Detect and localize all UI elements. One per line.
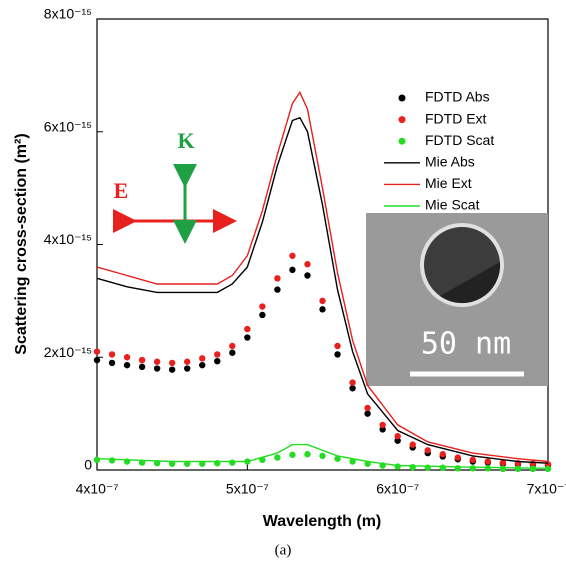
- point: [289, 452, 295, 458]
- point: [259, 312, 265, 318]
- point: [124, 362, 130, 368]
- scale-label: 50 nm: [421, 327, 511, 362]
- point: [485, 458, 491, 464]
- point: [515, 466, 521, 472]
- point: [379, 422, 385, 428]
- y-tick-label: 0: [84, 457, 92, 473]
- legend-marker: [399, 138, 406, 145]
- point: [154, 359, 160, 365]
- point: [530, 466, 536, 472]
- point: [199, 362, 205, 368]
- y-axis-label: Scattering cross-section (m²): [13, 133, 30, 354]
- point: [349, 379, 355, 385]
- legend-label: FDTD Ext: [425, 110, 487, 126]
- point: [289, 253, 295, 259]
- point: [334, 351, 340, 357]
- point: [394, 433, 400, 439]
- y-tick-label: 2x10⁻¹⁵: [44, 344, 92, 360]
- y-tick-label: 6x10⁻¹⁵: [44, 118, 92, 134]
- point: [440, 465, 446, 471]
- point: [425, 447, 431, 453]
- point: [440, 451, 446, 457]
- x-tick-label: 4x10⁻⁷: [76, 481, 119, 497]
- point: [139, 357, 145, 363]
- point: [485, 465, 491, 471]
- point: [184, 359, 190, 365]
- point: [274, 454, 280, 460]
- point: [244, 334, 250, 340]
- point: [169, 366, 175, 372]
- point: [199, 355, 205, 361]
- point: [274, 275, 280, 281]
- point: [410, 464, 416, 470]
- point: [455, 465, 461, 471]
- legend-label: Mie Abs: [425, 154, 475, 170]
- point: [109, 351, 115, 357]
- point: [244, 326, 250, 332]
- legend-marker: [399, 95, 406, 102]
- point: [214, 351, 220, 357]
- legend-label: Mie Ext: [425, 175, 472, 191]
- point: [109, 457, 115, 463]
- point: [455, 454, 461, 460]
- page: 50 nm K E Wavelength (m) Scattering cros…: [0, 0, 566, 574]
- point: [364, 405, 370, 411]
- legend-marker: [399, 116, 406, 123]
- point: [319, 298, 325, 304]
- point: [109, 360, 115, 366]
- e-label: E: [114, 178, 129, 203]
- point: [304, 451, 310, 457]
- caption: (a): [275, 542, 292, 558]
- point: [304, 272, 310, 278]
- y-tick-label: 8x10⁻¹⁵: [44, 6, 92, 22]
- point: [470, 465, 476, 471]
- point: [139, 364, 145, 370]
- point: [470, 457, 476, 463]
- k-label: K: [177, 128, 194, 153]
- point: [289, 267, 295, 273]
- point: [349, 385, 355, 391]
- point: [229, 459, 235, 465]
- point: [410, 441, 416, 447]
- point: [229, 350, 235, 356]
- y-tick-label: 4x10⁻¹⁵: [44, 231, 92, 247]
- x-tick-label: 6x10⁻⁷: [376, 481, 419, 497]
- point: [124, 354, 130, 360]
- point: [229, 343, 235, 349]
- point: [94, 348, 100, 354]
- point: [319, 306, 325, 312]
- point: [154, 365, 160, 371]
- legend-label: Mie Scat: [425, 197, 480, 213]
- point: [94, 457, 100, 463]
- x-tick-label: 7x10⁻⁷: [527, 481, 566, 497]
- point: [274, 286, 280, 292]
- chart: 50 nm K E Wavelength (m) Scattering cros…: [0, 0, 566, 569]
- point: [169, 360, 175, 366]
- point: [184, 365, 190, 371]
- point: [94, 357, 100, 363]
- point: [304, 261, 310, 267]
- x-tick-label: 5x10⁻⁷: [226, 481, 269, 497]
- point: [364, 410, 370, 416]
- legend-label: FDTD Abs: [425, 89, 490, 105]
- point: [394, 463, 400, 469]
- point: [500, 466, 506, 472]
- point: [214, 358, 220, 364]
- point: [334, 343, 340, 349]
- legend-label: FDTD Scat: [425, 132, 494, 148]
- point: [319, 453, 325, 459]
- x-axis-label: Wavelength (m): [263, 513, 382, 530]
- point: [259, 303, 265, 309]
